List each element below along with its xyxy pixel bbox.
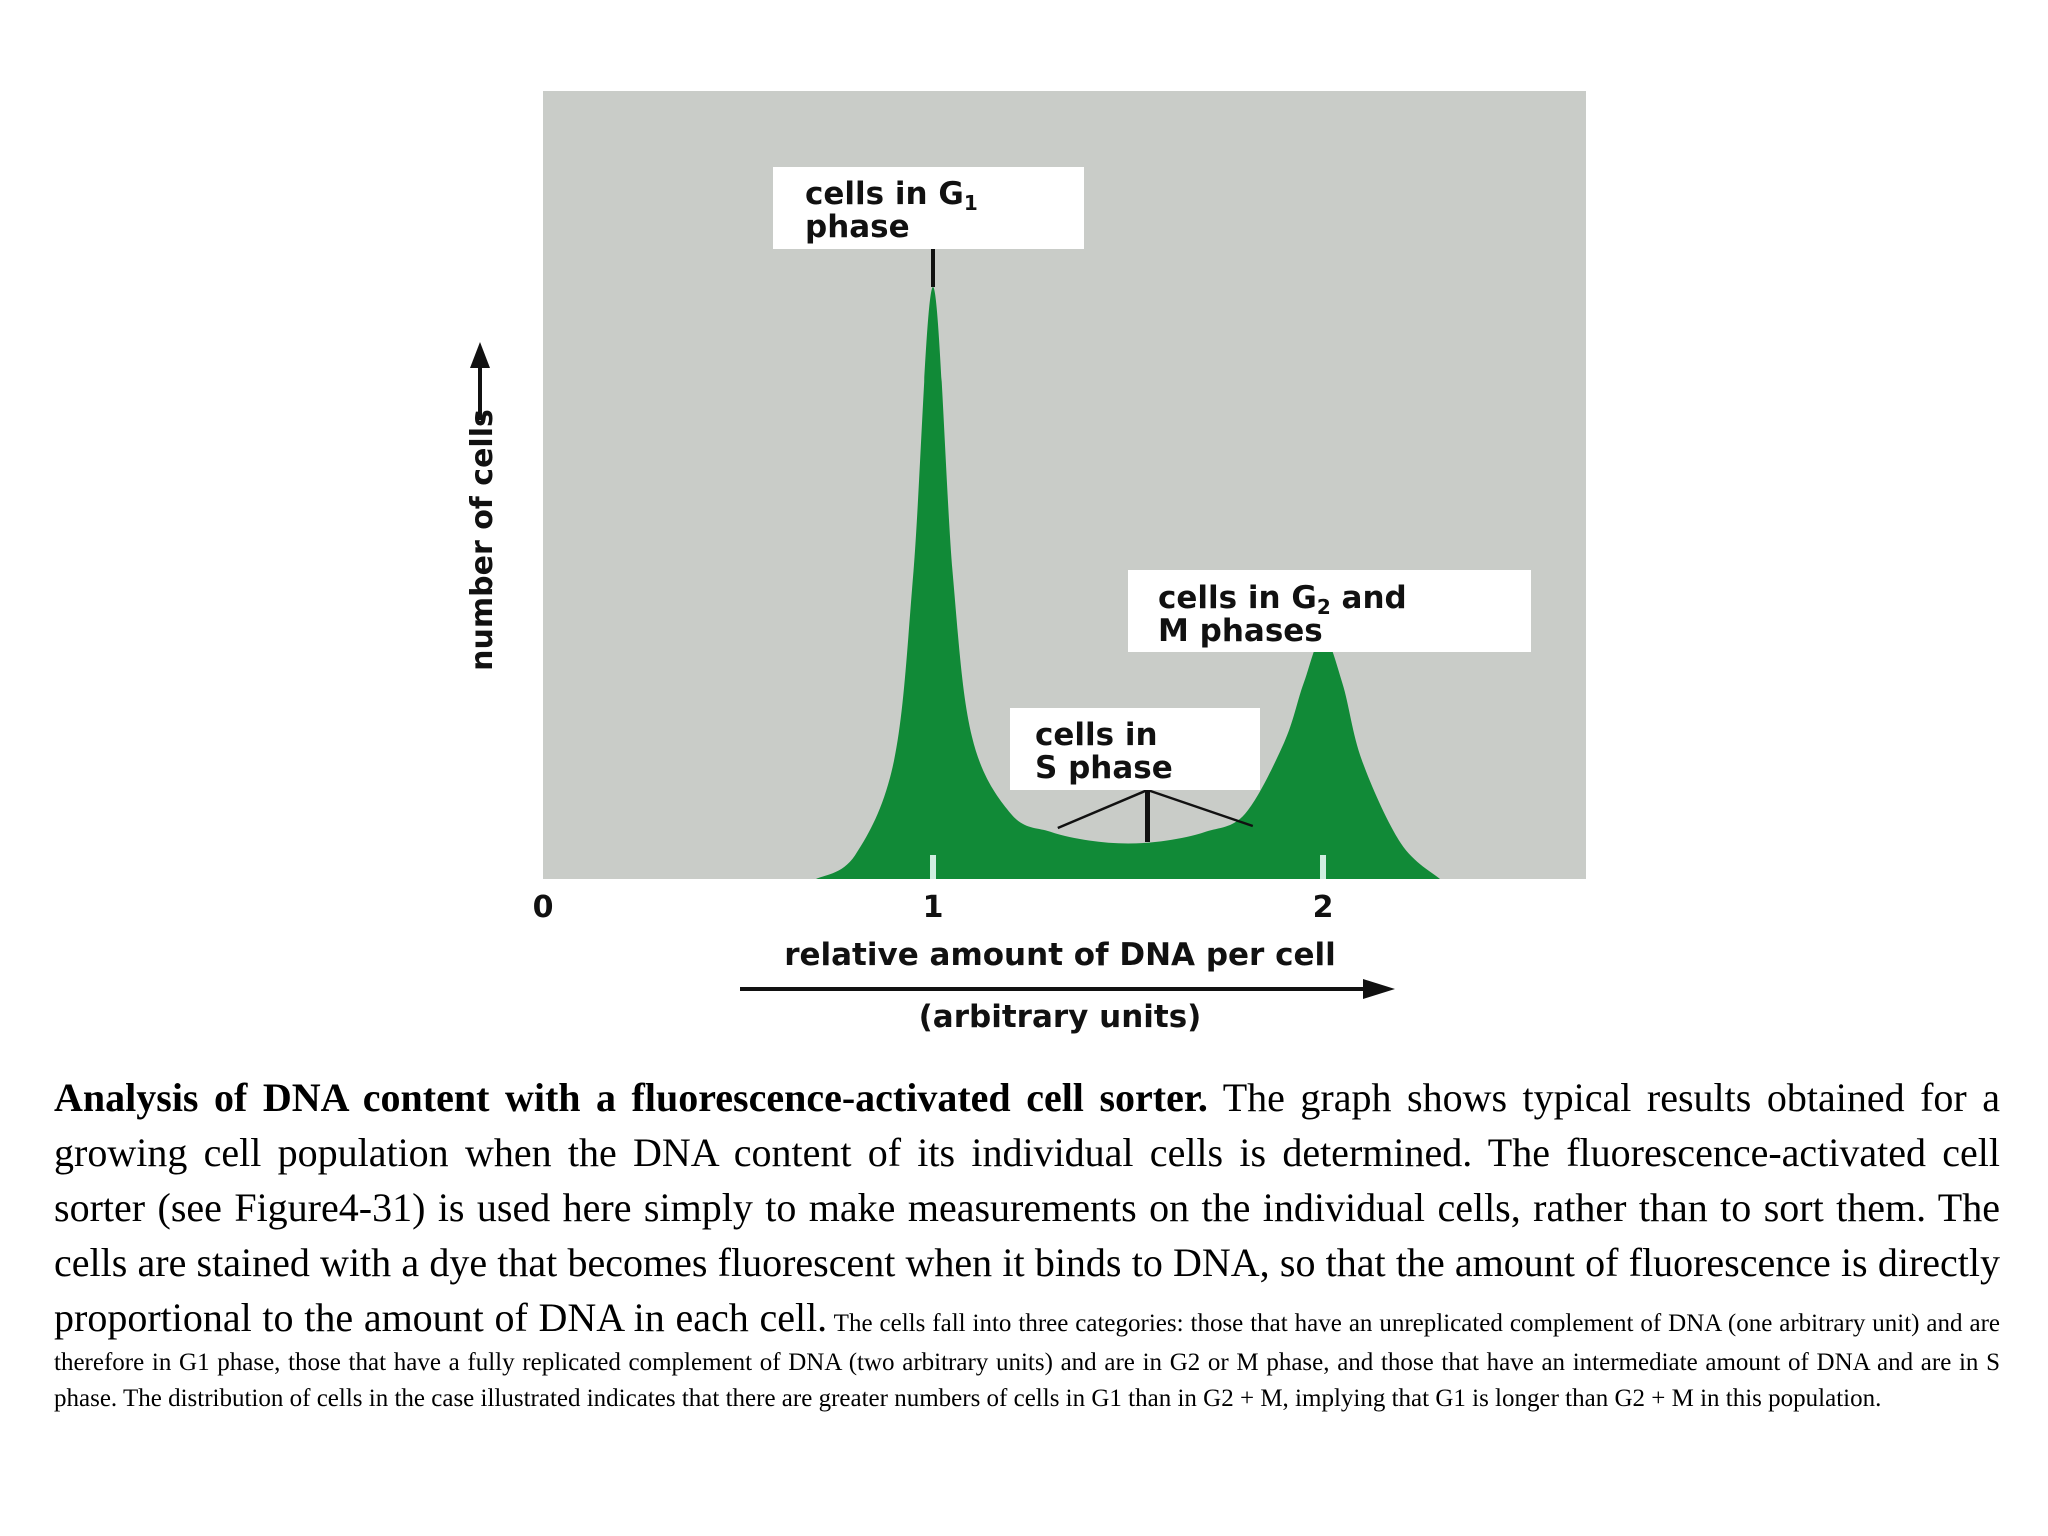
s-label-box [1010,708,1260,790]
y-axis-label: number of cells [465,409,500,671]
g1-label-box [773,167,1084,249]
g1-label-line2: phase [805,209,910,245]
g2m-label-line2: M phases [1158,613,1323,649]
caption-body: The graph shows typical results obtained… [54,1075,2000,1340]
y-axis-arrow-head [470,342,490,368]
g1-label-line1: cells in G1 [805,176,978,215]
caption-details: The cells fall into three categories: th… [54,1310,2001,1412]
x-axis-sublabel: (arbitrary units) [919,999,1202,1035]
s-label-line1: cells in [1035,717,1158,753]
dna-content-chart: cells in G1 phase cells in G2 and M phas… [465,91,1586,1035]
x-tick-label-1: 1 [923,890,944,925]
g2m-label-line1: cells in G2 and [1158,580,1407,619]
caption-title: Analysis of DNA content with a fluoresce… [54,1075,1208,1120]
s-leader-right [1147,788,1254,828]
s-leader-left [1057,788,1148,830]
s-phase-leader-lines [1057,788,1254,842]
x-axis-arrow-head [1363,979,1395,999]
x-tick-label-0: 0 [533,890,554,925]
figure-caption: Analysis of DNA content with a fluoresce… [54,1070,2000,1417]
dna-distribution-area [816,287,1440,879]
x-tick-label-2: 2 [1313,890,1334,925]
s-label-line2: S phase [1035,750,1173,786]
x-axis-label: relative amount of DNA per cell [784,937,1336,973]
g2m-label-box [1128,570,1531,652]
